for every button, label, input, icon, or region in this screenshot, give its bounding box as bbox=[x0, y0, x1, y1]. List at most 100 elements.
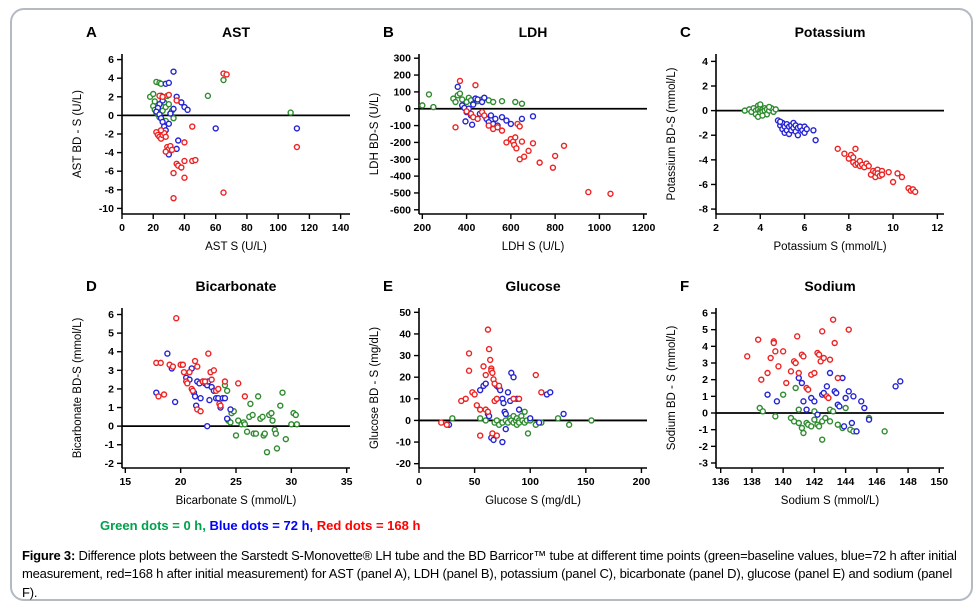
svg-text:40: 40 bbox=[179, 222, 191, 234]
svg-text:200: 200 bbox=[414, 222, 432, 234]
series-green bbox=[449, 408, 595, 437]
svg-text:0: 0 bbox=[119, 222, 125, 234]
panel-d: D Bicarbonate 6 5 4 3 2 1 0 -1 -2 15 20 25 30 35 Bicar… bbox=[68, 276, 365, 514]
scatter-plot-sodium: 6 5 4 3 2 1 0 -1 -2 -3 136 138 140 142 144 146 148 150 Sod… bbox=[666, 308, 949, 508]
svg-text:0: 0 bbox=[405, 415, 411, 427]
scatter-plot-bicarbonate: 6 5 4 3 2 1 0 -1 -2 15 20 25 30 35 Bicarbonate S (mmol… bbox=[72, 308, 353, 507]
svg-text:30: 30 bbox=[285, 476, 297, 488]
svg-text:5: 5 bbox=[702, 324, 708, 336]
svg-text:50: 50 bbox=[469, 476, 481, 488]
figure-caption: Figure 3: Difference plots between the S… bbox=[22, 547, 964, 602]
svg-text:144: 144 bbox=[837, 476, 855, 488]
axes: 6 5 4 3 2 1 0 -1 -2 -3 136 138 140 142 144 146 148 150 bbox=[699, 308, 949, 489]
panel-b-letter: B bbox=[383, 24, 394, 41]
svg-text:-6: -6 bbox=[699, 179, 708, 191]
svg-text:100: 100 bbox=[393, 86, 411, 98]
series-green bbox=[741, 101, 779, 120]
series-blue bbox=[764, 369, 904, 435]
legend-blue-label: Blue dots = 72 h, bbox=[209, 518, 317, 533]
series-blue bbox=[774, 117, 819, 144]
y-axis-label: Potassium BD-S (mmol/L) bbox=[666, 67, 678, 200]
series-red bbox=[438, 326, 545, 439]
svg-text:30: 30 bbox=[399, 350, 411, 362]
svg-text:0: 0 bbox=[405, 103, 411, 115]
svg-text:2: 2 bbox=[713, 222, 719, 234]
svg-text:-6: -6 bbox=[105, 166, 114, 178]
svg-text:-10: -10 bbox=[99, 203, 114, 215]
panel-d-letter: D bbox=[86, 278, 97, 295]
svg-text:-2: -2 bbox=[105, 129, 114, 141]
panel-e-title: Glucose bbox=[505, 278, 561, 294]
svg-text:80: 80 bbox=[241, 222, 253, 234]
svg-text:0: 0 bbox=[416, 476, 422, 488]
x-axis-label: LDH S (U/L) bbox=[502, 241, 565, 253]
svg-text:2: 2 bbox=[702, 81, 708, 93]
panel-f: F Sodium 6 5 4 3 2 1 0 -1 -2 -3 136 138 140 142 144 146… bbox=[662, 276, 959, 514]
svg-text:150: 150 bbox=[577, 476, 595, 488]
caption-text: Difference plots between the Sarstedt S-… bbox=[22, 548, 957, 600]
svg-text:0: 0 bbox=[108, 110, 114, 122]
svg-text:20: 20 bbox=[399, 372, 411, 384]
panel-a-letter: A bbox=[86, 24, 97, 41]
svg-text:-8: -8 bbox=[699, 204, 708, 216]
svg-text:20: 20 bbox=[175, 476, 187, 488]
x-axis-label: AST S (U/L) bbox=[205, 241, 267, 253]
svg-text:140: 140 bbox=[774, 476, 792, 488]
svg-text:6: 6 bbox=[108, 309, 114, 321]
panels-grid: A AST 6 4 2 0 -2 -4 -6 -8 -10 0 20 40 60 80 100 120 140 A… bbox=[12, 10, 971, 514]
svg-text:-3: -3 bbox=[699, 458, 708, 470]
svg-text:142: 142 bbox=[806, 476, 824, 488]
svg-text:138: 138 bbox=[743, 476, 761, 488]
svg-text:4: 4 bbox=[108, 73, 114, 85]
svg-text:25: 25 bbox=[230, 476, 242, 488]
svg-text:148: 148 bbox=[899, 476, 917, 488]
svg-text:10: 10 bbox=[399, 393, 411, 405]
panel-b-title: LDH bbox=[518, 24, 548, 40]
series-red bbox=[153, 315, 249, 415]
svg-text:146: 146 bbox=[868, 476, 886, 488]
svg-text:600: 600 bbox=[502, 222, 520, 234]
svg-text:2: 2 bbox=[702, 374, 708, 386]
panel-c-letter: C bbox=[680, 24, 691, 41]
svg-text:-1: -1 bbox=[699, 424, 708, 436]
svg-text:100: 100 bbox=[269, 222, 287, 234]
svg-text:6: 6 bbox=[108, 54, 114, 66]
panel-f-title: Sodium bbox=[804, 278, 856, 294]
x-axis-label: Bicarbonate S (mmol/L) bbox=[176, 495, 297, 507]
axes: 6 5 4 3 2 1 0 -1 -2 15 20 25 30 35 bbox=[105, 308, 353, 488]
svg-text:200: 200 bbox=[633, 476, 651, 488]
svg-text:-20: -20 bbox=[396, 458, 411, 470]
svg-text:136: 136 bbox=[712, 476, 730, 488]
y-axis-label: Glucose BD - S (mg/dL) bbox=[369, 327, 381, 449]
svg-text:4: 4 bbox=[757, 222, 763, 234]
svg-text:-100: -100 bbox=[390, 120, 411, 132]
svg-text:1200: 1200 bbox=[632, 222, 656, 234]
y-axis-label: AST BD - S (U/L) bbox=[72, 90, 84, 178]
svg-text:4: 4 bbox=[702, 56, 708, 68]
svg-text:-10: -10 bbox=[396, 437, 411, 449]
svg-text:-600: -600 bbox=[390, 204, 411, 216]
panel-f-letter: F bbox=[680, 278, 690, 295]
svg-text:35: 35 bbox=[341, 476, 353, 488]
svg-text:6: 6 bbox=[702, 308, 708, 320]
axes: 4 2 0 -2 -4 -6 -8 2 4 6 8 10 12 bbox=[699, 54, 944, 234]
svg-text:2: 2 bbox=[108, 91, 114, 103]
x-axis-label: Sodium S (mmol/L) bbox=[781, 495, 880, 507]
series-red bbox=[744, 316, 852, 402]
svg-text:800: 800 bbox=[546, 222, 564, 234]
series-blue bbox=[445, 369, 567, 446]
svg-text:50: 50 bbox=[399, 307, 411, 319]
svg-text:1000: 1000 bbox=[588, 222, 612, 234]
svg-text:-400: -400 bbox=[390, 171, 411, 183]
svg-text:2: 2 bbox=[108, 383, 114, 395]
panel-a: A AST 6 4 2 0 -2 -4 -6 -8 -10 0 20 40 60 80 100 120 140 A… bbox=[68, 22, 365, 260]
svg-text:140: 140 bbox=[332, 222, 350, 234]
y-axis-label: Sodium BD - S (mmol/L) bbox=[666, 326, 678, 451]
caption-label: Figure 3: bbox=[22, 548, 76, 563]
svg-text:150: 150 bbox=[931, 476, 949, 488]
